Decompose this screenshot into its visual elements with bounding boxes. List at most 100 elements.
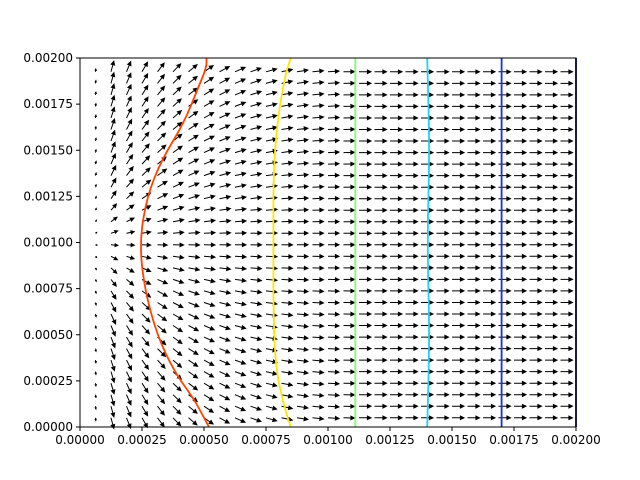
quiver-arrow (343, 253, 356, 259)
quiver-arrow (94, 302, 97, 307)
quiver-arrow (234, 66, 247, 73)
quiver-arrow (405, 196, 419, 202)
y-tick-label: 0.00100 (23, 236, 73, 250)
quiver-arrow (203, 182, 216, 188)
quiver-arrow (436, 369, 450, 375)
quiver-arrow (94, 360, 98, 364)
quiver-arrow (390, 311, 404, 317)
quiver-arrow (498, 219, 512, 225)
quiver-arrow (498, 207, 512, 213)
quiver-arrow (560, 69, 574, 75)
quiver-arrow (312, 195, 325, 202)
quiver-arrow (436, 115, 450, 121)
quiver-arrow (374, 311, 388, 317)
quiver-arrow (545, 380, 559, 386)
quiver-arrow (172, 193, 185, 200)
quiver-arrow (126, 382, 132, 395)
quiver-arrow (126, 83, 132, 96)
quiver-arrow (452, 115, 466, 121)
quiver-arrow (343, 149, 356, 156)
quiver-arrow (281, 230, 294, 236)
quiver-arrow (157, 108, 166, 119)
quiver-arrow (296, 358, 310, 364)
quiver-arrow (157, 278, 169, 285)
quiver-arrow (157, 325, 167, 334)
quiver-arrow (219, 89, 231, 96)
quiver-arrow (498, 369, 512, 375)
quiver-arrow (529, 138, 543, 144)
quiver-arrow (452, 403, 466, 409)
quiver-arrow (219, 289, 232, 295)
quiver-arrow (234, 230, 248, 236)
quiver-arrow (234, 113, 247, 119)
quiver-arrow (514, 69, 528, 75)
quiver-arrow (514, 127, 528, 132)
quiver-arrow (126, 336, 133, 348)
quiver-arrow (514, 357, 528, 363)
quiver-arrow (312, 323, 325, 329)
quiver-arrow (545, 115, 559, 121)
quiver-arrow (560, 173, 574, 179)
quiver-arrow (359, 115, 373, 121)
quiver-arrow (126, 302, 134, 312)
quiver-arrow (498, 403, 512, 409)
quiver-arrow (560, 357, 574, 363)
quiver-arrow (390, 253, 404, 259)
quiver-arrow (141, 179, 152, 188)
quiver-arrow (312, 346, 325, 352)
quiver-arrow (359, 80, 373, 86)
quiver-arrow (327, 172, 341, 178)
quiver-arrow (219, 183, 232, 189)
quiver-arrow (265, 102, 278, 108)
quiver-arrow (529, 196, 543, 202)
quiver-arrow (374, 392, 388, 398)
quiver-arrow (560, 92, 574, 98)
quiver-arrow (483, 80, 497, 86)
quiver-arrow (203, 405, 215, 413)
quiver-arrow (545, 392, 559, 398)
quiver-arrow (390, 173, 404, 179)
quiver-arrow (157, 230, 169, 236)
quiver-arrow (405, 265, 419, 271)
quiver-arrow (390, 276, 404, 282)
quiver-arrow (467, 334, 481, 340)
quiver-arrow (94, 348, 97, 353)
quiver-arrow (327, 149, 341, 155)
quiver-arrow (467, 242, 481, 248)
quiver-arrow (545, 230, 559, 236)
quiver-arrow (203, 325, 216, 331)
quiver-arrow (467, 138, 481, 144)
quiver-arrow (110, 203, 118, 211)
quiver-arrow (172, 145, 183, 154)
quiver-arrow (405, 299, 419, 305)
quiver-arrow (281, 207, 294, 213)
quiver-arrow (219, 394, 231, 401)
quiver-arrow (110, 152, 117, 165)
quiver-arrow (250, 160, 263, 166)
quiver-arrow (359, 276, 373, 282)
quiver-arrow (529, 288, 543, 294)
quiver-arrow (514, 161, 528, 167)
quiver-arrow (141, 72, 149, 84)
quiver-arrow (219, 230, 232, 236)
quiver-arrow (327, 253, 341, 259)
quiver-arrow (545, 242, 559, 248)
quiver-arrow (560, 323, 574, 329)
quiver-arrow (157, 405, 165, 416)
quiver-arrow (545, 219, 559, 225)
quiver-arrow (529, 115, 543, 121)
quiver-arrow (172, 405, 182, 415)
quiver-arrow (560, 334, 574, 340)
quiver-arrow (483, 161, 497, 167)
quiver-arrow (94, 172, 98, 176)
quiver-arrow (312, 114, 325, 120)
quiver-arrow (343, 323, 356, 329)
quiver-arrow (483, 323, 497, 329)
quiver-arrow (281, 335, 294, 341)
quiver-arrow (219, 147, 231, 154)
quiver-arrow (94, 406, 97, 411)
quiver-arrow (188, 111, 199, 119)
quiver-arrow (343, 207, 356, 213)
quiver-arrow (343, 138, 356, 144)
quiver-arrow (157, 382, 166, 393)
